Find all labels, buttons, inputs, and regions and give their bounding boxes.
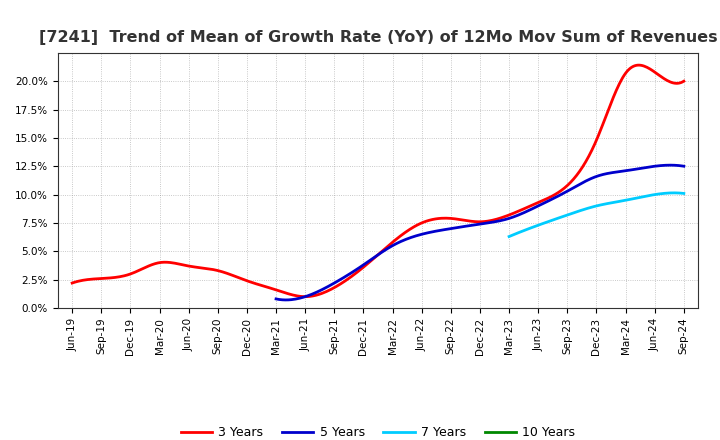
3 Years xyxy=(454,216,463,222)
Line: 3 Years: 3 Years xyxy=(72,65,684,297)
3 Years xyxy=(635,62,644,68)
5 Years xyxy=(666,162,675,168)
Line: 5 Years: 5 Years xyxy=(276,165,684,300)
7 Years xyxy=(574,209,582,214)
3 Years xyxy=(514,209,523,214)
5 Years xyxy=(271,296,280,301)
7 Years xyxy=(670,190,678,195)
Legend: 3 Years, 5 Years, 7 Years, 10 Years: 3 Years, 5 Years, 7 Years, 10 Years xyxy=(176,422,580,440)
5 Years xyxy=(434,228,443,233)
Title: [7241]  Trend of Mean of Growth Rate (YoY) of 12Mo Mov Sum of Revenues: [7241] Trend of Mean of Growth Rate (YoY… xyxy=(39,29,717,45)
7 Years xyxy=(631,196,639,201)
3 Years xyxy=(68,280,76,286)
3 Years xyxy=(301,294,310,299)
3 Years xyxy=(267,286,276,291)
3 Years xyxy=(680,78,688,84)
5 Years xyxy=(680,164,688,169)
3 Years xyxy=(141,264,150,270)
5 Years xyxy=(405,235,414,241)
7 Years xyxy=(615,199,624,204)
5 Years xyxy=(282,297,291,303)
7 Years xyxy=(631,195,640,201)
5 Years xyxy=(567,186,576,191)
5 Years xyxy=(322,285,330,290)
7 Years xyxy=(562,213,570,218)
3 Years xyxy=(312,293,320,298)
7 Years xyxy=(505,234,513,239)
Line: 7 Years: 7 Years xyxy=(509,193,684,237)
7 Years xyxy=(680,191,688,196)
5 Years xyxy=(569,185,577,191)
5 Years xyxy=(529,205,538,211)
3 Years xyxy=(511,210,520,215)
7 Years xyxy=(526,226,534,231)
